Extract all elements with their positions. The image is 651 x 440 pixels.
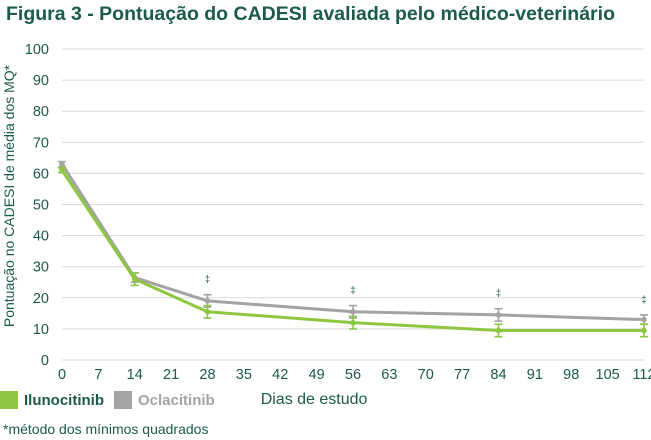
x-tick-7: 7: [94, 367, 102, 383]
y-tick-60: 60: [33, 166, 49, 182]
y-tick-40: 40: [33, 229, 49, 245]
x-tick-42: 42: [272, 367, 288, 383]
x-tick-21: 21: [163, 367, 179, 383]
y-tick-70: 70: [33, 135, 49, 151]
data-point: [59, 161, 65, 167]
data-point: [495, 312, 502, 318]
legend-swatch-oclacitinib: [114, 391, 132, 409]
point-oclacitinib-day-0: [58, 160, 66, 168]
point-ilunocitinib-day-56: [349, 315, 357, 330]
data-point: [641, 327, 647, 334]
x-tick-labels: 0 7 14 21 28 35 42 49 56 63 70 77 84 91 98 105 112: [58, 367, 651, 383]
x-tick-14: 14: [127, 367, 143, 383]
data-point: [495, 327, 502, 334]
significance-marker-day-56: ‡: [350, 286, 356, 297]
y-axis-label: Pontuação no CADESI de média dos MQ*: [1, 64, 17, 327]
x-tick-77: 77: [454, 367, 470, 383]
x-axis-label: Dias de estudo: [260, 391, 368, 408]
legend-label-ilunocitinib: Ilunocitinib: [24, 391, 104, 409]
significance-marker-day-112: ‡: [641, 295, 647, 306]
cadesi-line-chart: 0 10 20 30 40 50 60 70 80 90 100 0 7 14 21 28 35 42 49 56 6…: [1, 42, 651, 383]
y-tick-0: 0: [41, 353, 49, 369]
data-point: [204, 298, 211, 304]
x-tick-112: 112: [632, 367, 651, 383]
y-tick-90: 90: [33, 73, 49, 89]
point-ilunocitinib-day-14: [130, 272, 139, 287]
significance-markers: ‡ ‡ ‡ ‡: [205, 275, 647, 306]
point-ilunocitinib-day-84: [494, 323, 503, 338]
data-point: [350, 319, 356, 326]
x-tick-105: 105: [596, 367, 620, 383]
y-tick-20: 20: [33, 291, 49, 307]
significance-marker-day-28: ‡: [205, 275, 211, 286]
legend-label-oclacitinib: Oclacitinib: [138, 391, 215, 409]
chart-title: Figura 3 - Pontuação do CADESI avaliada …: [6, 3, 615, 25]
data-point: [204, 308, 211, 315]
x-tick-98: 98: [563, 367, 579, 383]
y-tick-10: 10: [33, 322, 49, 338]
y-tick-labels: 0 10 20 30 40 50 60 70 80 90 100: [25, 42, 49, 369]
data-point: [131, 276, 138, 282]
point-oclacitinib-day-112: [640, 314, 648, 326]
point-ilunocitinib-day-0: [58, 167, 66, 174]
data-series: [58, 160, 648, 338]
data-point: [350, 308, 356, 315]
x-tick-91: 91: [527, 367, 543, 383]
x-tick-63: 63: [381, 367, 397, 383]
x-tick-28: 28: [199, 367, 215, 383]
point-oclacitinib-day-28: [203, 293, 212, 308]
x-tick-49: 49: [309, 367, 325, 383]
x-tick-0: 0: [58, 367, 66, 383]
x-tick-35: 35: [236, 367, 252, 383]
x-tick-56: 56: [345, 367, 361, 383]
y-tick-50: 50: [33, 198, 49, 214]
grid-lines: [62, 48, 644, 361]
point-ilunocitinib-day-28: [203, 304, 212, 319]
point-ilunocitinib-day-112: [640, 323, 648, 338]
y-tick-100: 100: [25, 42, 49, 58]
y-tick-80: 80: [33, 104, 49, 120]
y-tick-30: 30: [33, 260, 49, 276]
data-point: [641, 316, 647, 323]
x-tick-84: 84: [490, 367, 506, 383]
x-tick-70: 70: [418, 367, 434, 383]
footnote: *método dos mínimos quadrados: [3, 421, 209, 437]
legend: Ilunocitinib Oclacitinib Dias de estudo: [0, 389, 367, 411]
series-line-ilunocitinib: [60, 169, 644, 332]
point-oclacitinib-day-84: [494, 307, 503, 322]
significance-marker-day-84: ‡: [496, 289, 502, 300]
data-point: [59, 167, 65, 174]
legend-swatch-ilunocitinib: [0, 391, 18, 409]
